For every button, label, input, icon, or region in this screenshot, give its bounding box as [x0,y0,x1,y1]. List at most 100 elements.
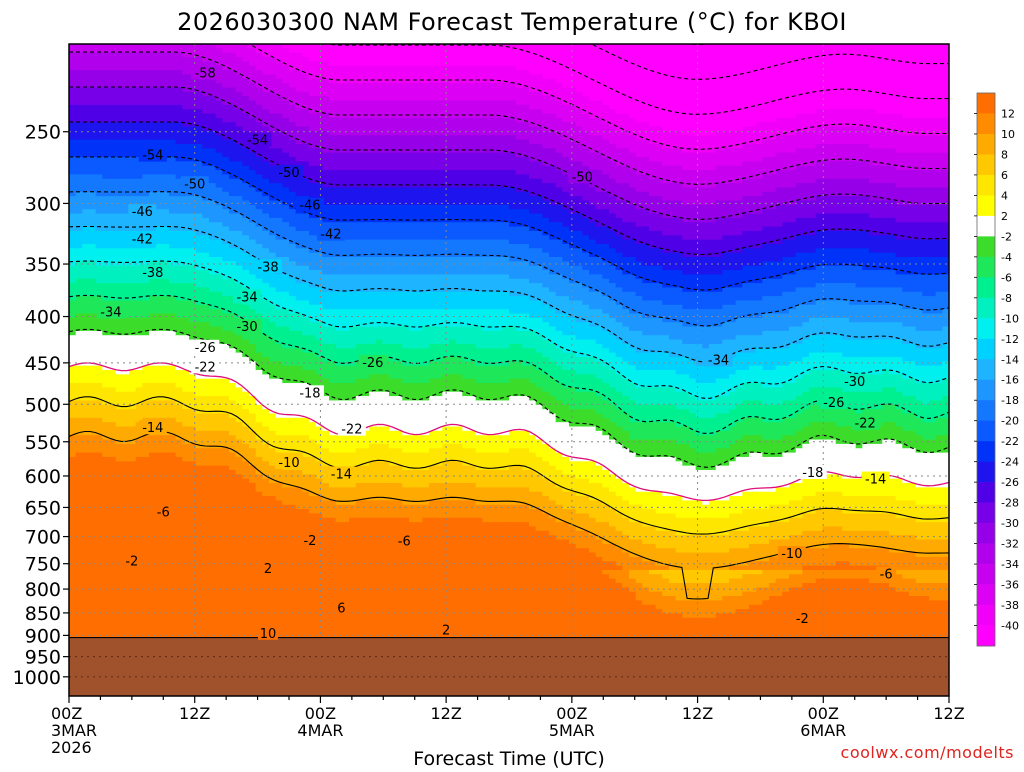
fill-cell [156,122,163,140]
fill-cell [642,422,649,440]
fill-cell [582,148,589,166]
fill-cell [896,574,903,592]
fill-cell [702,153,709,171]
fill-cell [736,235,743,253]
fill-cell [702,505,709,519]
fill-cell [582,270,589,288]
fill-cell [69,122,76,140]
colorbar-swatch [977,585,995,606]
fill-cell [416,470,423,488]
x-tick-label: 12Z [682,704,713,723]
fill-cell [409,66,416,84]
fill-cell [882,305,889,323]
fill-cell [762,157,769,175]
fill-cell [302,318,309,336]
fill-cell [756,266,763,284]
fill-cell [809,270,816,288]
fill-cell [616,340,623,358]
fill-cell [182,409,189,427]
fill-cell [502,153,509,171]
fill-cell [576,322,583,340]
fill-cell [729,570,736,579]
fill-cell [136,405,143,423]
fill-cell [669,370,676,388]
fill-cell [669,548,676,570]
fill-cell [862,392,869,410]
fill-cell [196,413,203,431]
fill-cell [776,205,783,227]
fill-cell [129,335,136,370]
fill-cell [369,274,376,292]
fill-cell [276,148,283,166]
fill-cell [116,157,123,179]
fill-cell [69,196,76,214]
fill-cell [309,457,316,475]
fill-cell [796,570,803,575]
fill-cell [662,305,669,323]
fill-cell [409,83,416,101]
fill-cell [609,231,616,249]
colorbar-swatch [977,154,995,175]
fill-cell [129,122,136,140]
fill-cell [429,344,436,362]
fill-cell [816,422,823,440]
fill-cell [876,287,883,305]
fill-cell [509,135,516,153]
fill-cell [556,170,563,188]
fill-cell [156,192,163,210]
fill-cell [802,131,809,149]
fill-cell [196,109,203,127]
fill-cell [96,266,103,284]
fill-cell [936,44,943,118]
fill-cell [76,231,83,249]
fill-cell [582,287,589,305]
fill-cell [649,44,656,127]
fill-cell [169,87,176,105]
fill-cell [96,231,103,249]
fill-cell [902,309,909,327]
fill-cell [236,109,243,127]
fill-cell [729,461,736,496]
fill-cell [809,513,816,531]
fill-cell [162,366,169,384]
fill-cell [409,366,416,384]
fill-cell [889,405,896,423]
fill-cell [822,370,829,388]
fill-cell [762,570,769,588]
fill-cell [936,292,943,314]
fill-cell [769,140,776,158]
fill-cell [669,183,676,201]
fill-cell [676,44,683,132]
fill-cell [76,140,83,158]
fill-cell [869,127,876,149]
colorbar-swatch [977,93,995,114]
fill-cell [376,309,383,327]
fill-cell [722,322,729,340]
fill-cell [869,570,876,584]
fill-cell [776,227,783,245]
fill-cell [529,92,536,110]
fill-cell [742,531,749,549]
fill-cell [149,331,156,366]
fill-cell [429,396,436,431]
fill-cell [702,205,709,223]
fill-cell [369,292,376,310]
fill-cell [562,422,569,457]
fill-cell [876,44,883,114]
fill-cell [436,187,443,205]
fill-cell [409,153,416,171]
fill-cell [176,53,183,71]
fill-cell [622,131,629,149]
fill-cell [536,231,543,249]
fill-cell [536,283,543,301]
fill-cell [202,448,209,466]
fill-cell [69,366,76,384]
fill-cell [76,122,83,140]
fill-cell [662,287,669,305]
fill-cell [656,492,663,514]
fill-cell [396,379,403,397]
fill-cell [682,170,689,188]
fill-cell [262,300,269,318]
fill-cell [809,148,816,166]
fill-cell [849,214,856,232]
